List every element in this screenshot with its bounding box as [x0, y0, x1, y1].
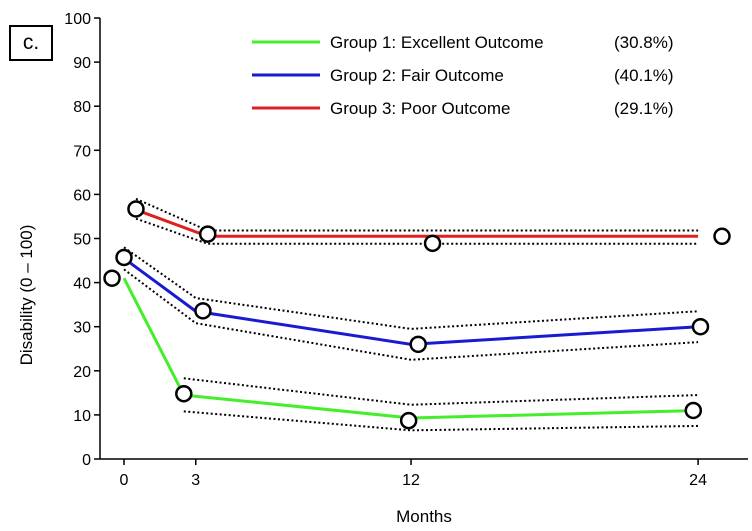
- y-tick-label: 90: [73, 55, 91, 72]
- data-point-marker: [713, 227, 731, 246]
- legend-percent-2: (40.1%): [614, 66, 674, 85]
- ci-upper-series-1: [183, 377, 699, 406]
- data-point-marker: [103, 269, 121, 287]
- y-tick-label: 40: [73, 276, 91, 293]
- x-tick-label: 0: [120, 472, 129, 489]
- y-tick-label: 100: [64, 11, 91, 28]
- data-point-marker: [115, 248, 133, 267]
- legend-label-2: Group 2: Fair Outcome: [330, 66, 504, 85]
- series-line-2: [123, 257, 699, 346]
- legend: Group 1: Excellent Outcome (30.8%) Group 2…: [252, 33, 674, 118]
- data-markers: [103, 200, 731, 430]
- x-tick-label: 3: [191, 472, 200, 489]
- data-point-marker: [423, 234, 442, 253]
- y-tick-label: 30: [73, 320, 91, 337]
- series-line-1: [122, 277, 699, 420]
- y-tick-label: 70: [73, 143, 91, 160]
- ci-upper-series-2: [123, 246, 699, 330]
- series-line-3: [135, 208, 699, 238]
- legend-percent-3: (29.1%): [614, 99, 674, 118]
- ci-lower-series-1: [183, 410, 699, 432]
- data-point-marker: [127, 200, 145, 218]
- y-tick-label: 0: [82, 452, 91, 469]
- x-tick-label: 24: [689, 472, 707, 489]
- legend-label-1: Group 1: Excellent Outcome: [330, 33, 544, 52]
- ci-lower-series-2: [123, 268, 699, 361]
- data-point-marker: [684, 401, 703, 420]
- x-tick-label: 12: [402, 472, 420, 489]
- data-point-marker: [194, 302, 212, 320]
- series-lines: [122, 208, 699, 420]
- y-tick-label: 80: [73, 99, 91, 116]
- confidence-bands: [123, 197, 699, 432]
- x-axis-label: Months: [396, 507, 452, 526]
- legend-label-3: Group 3: Poor Outcome: [330, 99, 510, 118]
- y-tick-label: 20: [73, 364, 91, 381]
- axes: 0 10 20 30 40 50 60 70 80 90 100 0 3 12 24: [64, 11, 748, 489]
- y-tick-label: 60: [73, 187, 91, 204]
- data-point-marker: [691, 317, 710, 336]
- panel-label: c.: [9, 25, 53, 61]
- data-point-marker: [198, 225, 217, 243]
- data-point-marker: [175, 384, 193, 403]
- y-tick-label: 50: [73, 232, 91, 249]
- ci-upper-series-3: [135, 197, 699, 232]
- legend-percent-1: (30.8%): [614, 33, 674, 52]
- y-tick-label: 10: [73, 408, 91, 425]
- data-point-marker: [409, 335, 427, 354]
- y-axis-label: Disability (0 – 100): [17, 224, 36, 366]
- data-point-marker: [399, 411, 418, 430]
